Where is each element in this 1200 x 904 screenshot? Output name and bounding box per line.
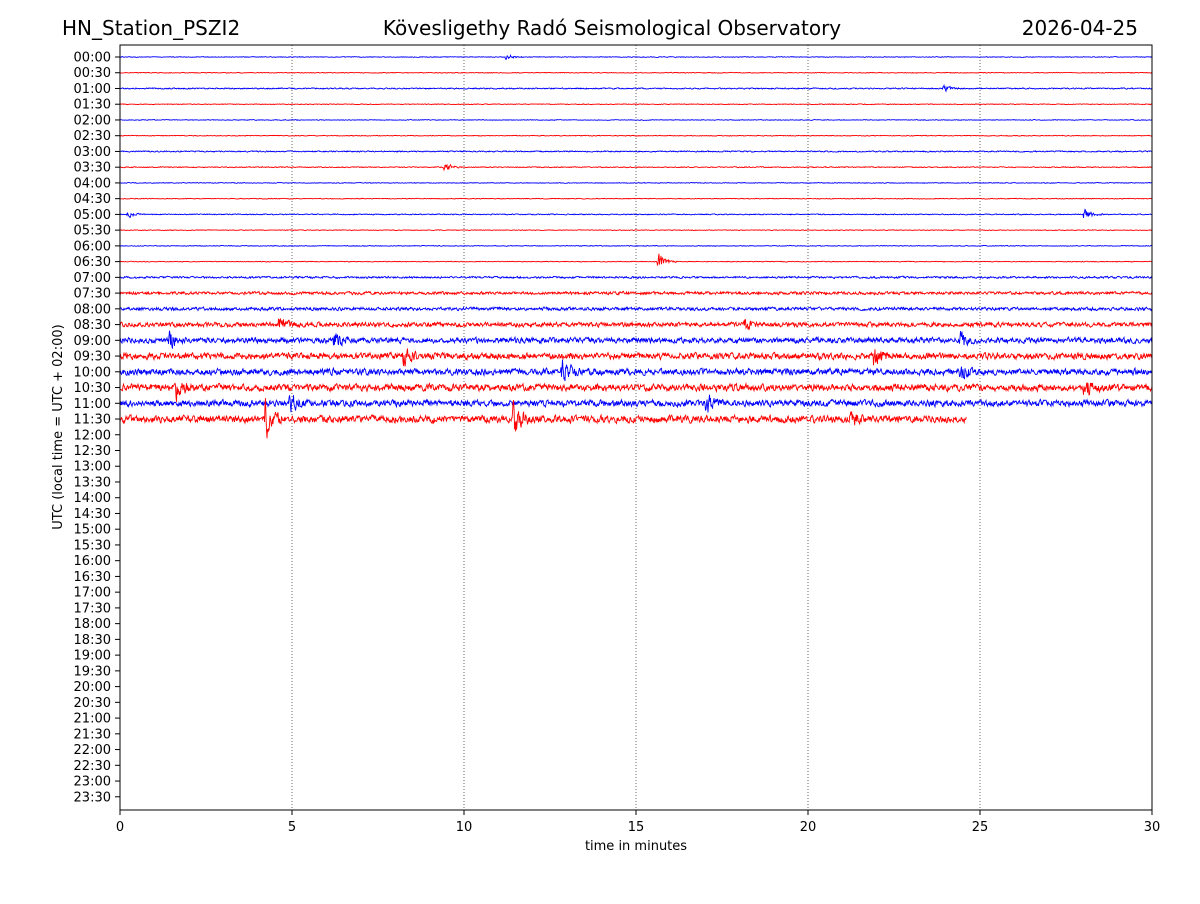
y-tick-label: 14:30: [74, 507, 111, 522]
trace-0500: [119, 208, 1152, 219]
trace-0200: [119, 119, 1153, 121]
y-tick-label: 05:30: [74, 224, 111, 239]
y-tick-label: 20:30: [74, 696, 111, 711]
y-tick-label: 21:30: [74, 727, 111, 742]
trace-0130: [119, 103, 1153, 106]
y-axis-label: UTC (local time = UTC + 02:00): [51, 324, 66, 529]
trace-0730: [119, 290, 1153, 296]
trace-0600: [119, 244, 1152, 247]
grid-lines: [291, 45, 981, 810]
x-tick-label: 25: [972, 820, 989, 835]
y-tick-label: 00:00: [74, 51, 111, 66]
y-tick-label: 17:30: [74, 601, 111, 616]
trace-0930: [119, 348, 1153, 367]
trace-0430: [119, 197, 1152, 200]
trace-0900: [119, 330, 1153, 349]
y-tick-label: 20:00: [74, 680, 111, 695]
y-tick-label: 09:30: [74, 350, 111, 365]
x-axis-label: time in minutes: [585, 839, 687, 854]
y-tick-label: 10:00: [74, 365, 111, 380]
y-tick-label: 17:00: [74, 586, 111, 601]
x-axis: 0 5 10 15 20 25 30: [116, 810, 1160, 835]
y-tick-label: 08:00: [74, 302, 111, 317]
trace-0700: [120, 275, 1153, 280]
y-tick-label: 04:00: [74, 176, 111, 191]
y-tick-label: 11:00: [74, 397, 111, 412]
y-tick-label: 15:30: [74, 538, 111, 553]
trace-0100: [119, 83, 1153, 93]
y-tick-label: 14:00: [74, 491, 111, 506]
y-tick-label: 22:30: [74, 759, 111, 774]
station-name: HN_Station_PSZI2: [62, 16, 240, 40]
y-tick-label: 02:00: [74, 113, 111, 128]
y-tick-label: 01:30: [74, 98, 111, 113]
trace-1130: [119, 398, 967, 439]
y-tick-label: 03:30: [74, 161, 111, 176]
y-tick-label: 11:30: [74, 413, 111, 428]
trace-0300: [119, 150, 1153, 153]
trace-1000: [119, 359, 1153, 382]
y-tick-label: 13:00: [74, 460, 111, 475]
trace-0230: [119, 134, 1153, 137]
y-tick-label: 07:00: [74, 271, 111, 286]
x-tick-label: 5: [288, 820, 296, 835]
trace-0630: [119, 253, 1153, 266]
trace-0330: [119, 163, 1153, 172]
y-tick-label: 01:00: [74, 82, 111, 97]
y-tick-label: 12:30: [74, 444, 111, 459]
y-tick-label: 07:30: [74, 287, 111, 302]
y-tick-label: 02:30: [74, 129, 111, 144]
trace-0530: [119, 229, 1153, 232]
y-tick-label: 06:30: [74, 255, 111, 270]
y-axis: 00:0000:3001:0001:3002:0002:3003:0003:30…: [74, 51, 120, 805]
trace-0800: [119, 306, 1153, 312]
y-tick-label: 00:30: [74, 66, 111, 81]
y-tick-label: 08:30: [74, 318, 111, 333]
x-tick-label: 10: [456, 820, 473, 835]
y-tick-label: 19:30: [74, 664, 111, 679]
y-tick-label: 23:30: [74, 790, 111, 805]
trace-0400: [119, 181, 1153, 184]
y-tick-label: 13:30: [74, 475, 111, 490]
y-tick-label: 16:30: [74, 570, 111, 585]
y-tick-label: 18:30: [74, 633, 111, 648]
trace-0030: [119, 71, 1152, 74]
y-tick-label: 19:00: [74, 649, 111, 664]
y-tick-label: 22:00: [74, 743, 111, 758]
y-tick-label: 16:00: [74, 554, 111, 569]
x-tick-label: 0: [116, 820, 124, 835]
y-tick-label: 15:00: [74, 523, 111, 538]
trace-0830: [119, 318, 1153, 330]
chart-date: 2026-04-25: [1022, 16, 1138, 40]
y-tick-label: 05:00: [74, 208, 111, 223]
trace-1030: [119, 381, 1153, 402]
y-tick-label: 12:00: [74, 428, 111, 443]
y-tick-label: 21:00: [74, 712, 111, 727]
x-tick-label: 30: [1144, 820, 1161, 835]
y-tick-label: 03:00: [74, 145, 111, 160]
y-tick-label: 23:00: [74, 775, 111, 790]
y-tick-label: 18:00: [74, 617, 111, 632]
trace-0000: [119, 53, 1153, 61]
x-tick-label: 20: [800, 820, 817, 835]
chart-title: Kövesligethy Radó Seismological Observat…: [383, 16, 841, 40]
x-tick-label: 15: [628, 820, 645, 835]
y-tick-label: 09:00: [74, 334, 111, 349]
traces: [119, 53, 1153, 439]
y-tick-label: 06:00: [74, 239, 111, 254]
y-tick-label: 04:30: [74, 192, 111, 207]
y-tick-label: 10:30: [74, 381, 111, 396]
trace-1100: [119, 394, 1153, 413]
